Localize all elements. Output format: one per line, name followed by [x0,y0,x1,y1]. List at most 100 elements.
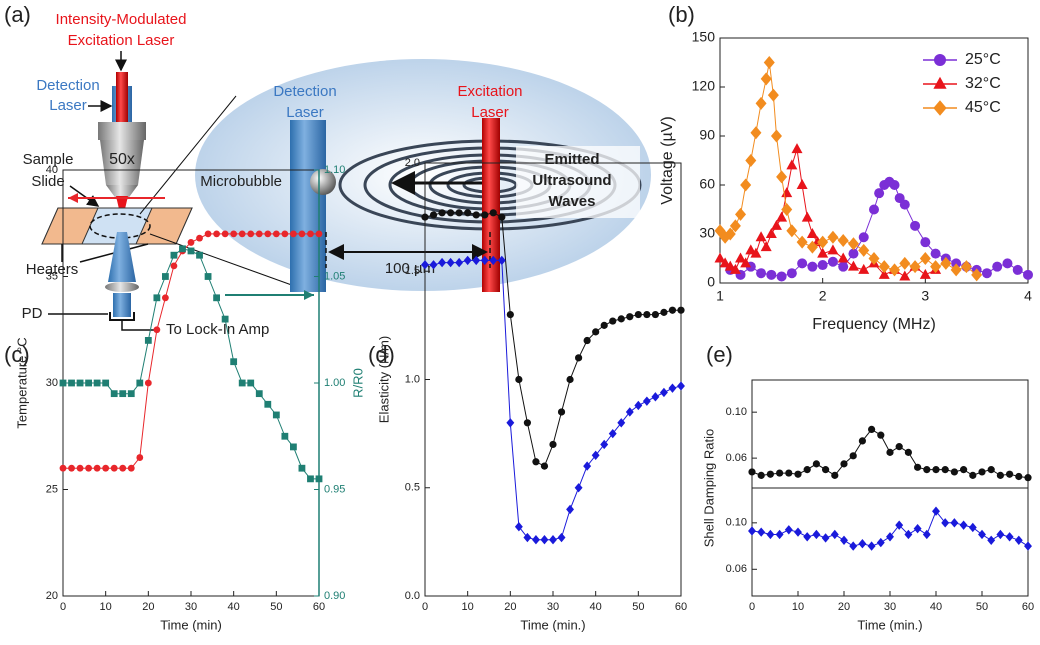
point [153,294,161,302]
point [221,315,229,323]
x-tick-label: 20 [838,601,850,613]
point [899,256,911,270]
point [298,230,306,238]
objective [98,122,146,140]
point [119,464,127,472]
point [634,310,642,319]
point [785,469,793,477]
series-line [63,248,319,480]
point [837,234,849,248]
point [830,529,839,540]
point [574,483,583,493]
point [803,532,812,542]
point [472,211,480,219]
y-axis-label: Temperature °C [14,337,29,428]
point [196,234,203,242]
zoom-line [149,233,301,289]
point [876,537,885,548]
point [213,294,220,302]
x-tick-label: 50 [976,601,988,613]
point [102,379,110,387]
panel-label: (c) [4,342,30,367]
series-line [425,259,682,541]
axis-indicator [68,193,78,203]
y-tick-label: 150 [692,29,716,45]
point [969,471,977,479]
point [455,209,463,217]
y-tick-label: 90 [699,127,715,143]
point [1024,474,1032,482]
detection-beam [290,120,326,292]
point [858,232,869,243]
point [315,475,323,483]
point [523,419,532,427]
point [895,443,903,451]
point [750,126,762,140]
point [858,539,867,549]
point [421,213,429,221]
label: Slide [31,173,64,190]
point [659,387,668,398]
x-tick-label: 1 [716,288,724,304]
series-line [63,233,319,469]
series-line [719,62,978,276]
point [187,239,195,246]
point [770,129,782,143]
label: PD [22,305,43,322]
point [591,450,600,460]
point [757,471,765,479]
point [822,466,830,474]
point [626,313,634,321]
point [889,180,900,190]
panel-label: (a) [4,2,31,27]
point [847,260,859,271]
point [838,261,849,272]
point [170,262,178,270]
point [600,439,609,450]
point [677,306,685,314]
point [438,257,447,268]
point [868,252,880,265]
heater [135,207,193,245]
point [625,407,634,417]
x-tick-label: 60 [675,601,687,613]
point [766,529,775,540]
x-tick-label: 60 [1022,601,1034,613]
point [827,256,838,267]
label: Sample [23,151,74,168]
legend-label: 45°C [965,99,1001,116]
y-tick-label: 0.0 [405,590,420,602]
point [797,258,808,269]
point [786,159,798,170]
point [932,466,940,474]
point [755,96,767,110]
point [127,464,135,472]
objective [100,140,144,185]
y-tick-label: 1.5 [405,265,420,277]
point [933,100,947,116]
point [899,270,911,281]
point [837,252,849,263]
point [959,520,968,530]
y-tick-label: 0.10 [726,517,747,529]
point [776,211,788,222]
point [909,260,921,274]
point [847,237,859,251]
point [817,247,829,258]
x-axis-label: Frequency (MHz) [812,316,936,333]
point [889,263,901,277]
point [59,464,67,472]
point [987,535,996,545]
y-tick-label: 0.06 [726,563,747,575]
point [247,379,255,387]
point [187,247,195,255]
point [93,379,101,387]
point [735,252,747,263]
point [803,466,811,474]
label: To Lock-In Amp [166,321,269,338]
point [770,219,782,230]
point [85,379,92,387]
heater [41,207,99,245]
x-tick-label: 10 [792,601,804,613]
y2-axis-label: R/R0 [350,368,365,398]
